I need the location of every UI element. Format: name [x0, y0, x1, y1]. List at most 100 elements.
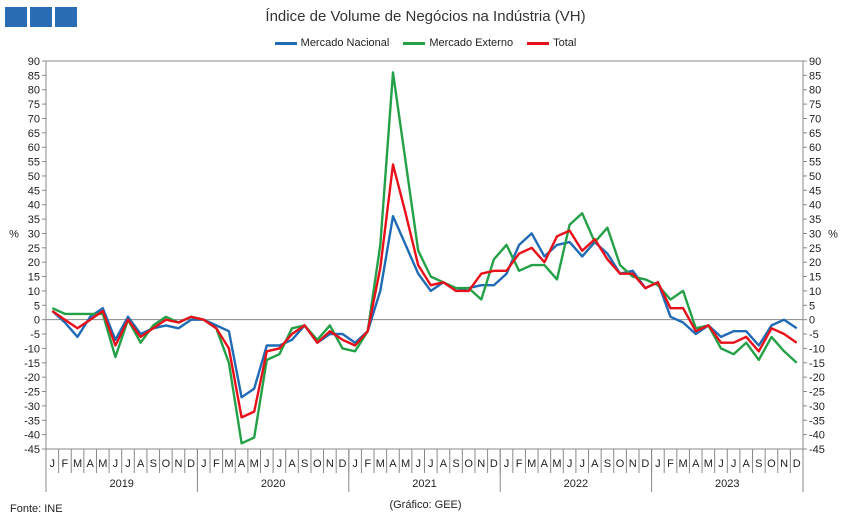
y-tick-label-left: 60 — [28, 142, 40, 154]
month-label: A — [692, 458, 700, 470]
legend-item-nacional: Mercado Nacional — [274, 37, 390, 49]
y-tick-label-right: -45 — [809, 444, 825, 456]
month-label: A — [86, 458, 94, 470]
legend-swatch-total — [527, 41, 550, 45]
chart-title: Índice de Volume de Negócios na Indústri… — [265, 8, 586, 25]
y-tick-label-left: -15 — [24, 358, 40, 370]
y-tick-label-right: -10 — [809, 343, 825, 355]
y-tick-label-right: 25 — [809, 243, 821, 255]
y-tick-label-right: 30 — [809, 228, 821, 240]
month-label: F — [364, 458, 371, 470]
y-tick-label-right: 5 — [809, 300, 815, 312]
y-tick-label-right: 85 — [809, 70, 821, 82]
month-label: J — [264, 458, 270, 470]
y-tick-label-right: 90 — [809, 56, 821, 68]
month-label: M — [376, 458, 385, 470]
y-tick-label-left: 25 — [28, 243, 40, 255]
month-label: M — [679, 458, 688, 470]
y-tick-label-left: -35 — [24, 415, 40, 427]
y-tick-label-right: 40 — [809, 200, 821, 212]
month-label: M — [527, 458, 536, 470]
month-label: A — [389, 458, 397, 470]
y-tick-label-left: -20 — [24, 372, 40, 384]
month-label: D — [641, 458, 649, 470]
y-tick-label-right: 20 — [809, 257, 821, 269]
month-label: O — [464, 458, 473, 470]
series-line-1 — [51, 214, 798, 399]
month-label: S — [755, 458, 762, 470]
month-label: S — [150, 458, 157, 470]
year-label: 2020 — [261, 478, 285, 490]
plot-area — [45, 60, 804, 450]
year-label: 2022 — [564, 478, 588, 490]
legend-label-externo: Mercado Externo — [429, 37, 514, 49]
y-tick-label-right: -5 — [809, 329, 819, 341]
month-label: A — [288, 458, 296, 470]
month-label: J — [731, 458, 737, 470]
month-label: M — [401, 458, 410, 470]
month-label: S — [301, 458, 308, 470]
year-label: 2019 — [109, 478, 133, 490]
y-tick-label-left: 40 — [28, 200, 40, 212]
month-label: D — [339, 458, 347, 470]
month-label: M — [224, 458, 233, 470]
month-label: A — [541, 458, 549, 470]
chart-legend: Mercado Nacional Mercado Externo Total — [0, 37, 851, 49]
month-label: J — [415, 458, 421, 470]
month-label: N — [174, 458, 182, 470]
legend-label-nacional: Mercado Nacional — [300, 37, 390, 49]
month-label: J — [428, 458, 434, 470]
month-label: J — [113, 458, 119, 470]
month-label: J — [579, 458, 585, 470]
y-tick-label-right: -15 — [809, 358, 825, 370]
y-tick-label-left: 30 — [28, 228, 40, 240]
y-tick-label-left: 0 — [34, 315, 40, 327]
y-tick-label-left: 80 — [28, 85, 40, 97]
year-label: 2023 — [715, 478, 739, 490]
y-tick-label-right: -30 — [809, 401, 825, 413]
month-label: J — [201, 458, 207, 470]
y-tick-label-right: 70 — [809, 113, 821, 125]
y-tick-label-right: 55 — [809, 157, 821, 169]
legend-swatch-externo — [403, 41, 426, 45]
month-label: N — [326, 458, 334, 470]
y-tick-label-right: -25 — [809, 387, 825, 399]
y-tick-label-left: -40 — [24, 430, 40, 442]
y-tick-label-left: 85 — [28, 70, 40, 82]
month-label: A — [743, 458, 751, 470]
y-tick-label-right: 0 — [809, 315, 815, 327]
series-line-2 — [51, 71, 798, 445]
month-label: A — [238, 458, 246, 470]
legend-item-externo: Mercado Externo — [403, 37, 513, 49]
y-tick-label-left: 90 — [28, 56, 40, 68]
y-tick-label-left: 35 — [28, 214, 40, 226]
month-label: O — [616, 458, 625, 470]
year-label: 2021 — [412, 478, 436, 490]
y-tick-label-left: -10 — [24, 343, 40, 355]
y-tick-label-right: 75 — [809, 99, 821, 111]
month-label: J — [718, 458, 724, 470]
y-tick-label-right: 50 — [809, 171, 821, 183]
legend-item-total: Total — [527, 37, 576, 49]
y-tick-label-left: 5 — [34, 300, 40, 312]
legend-swatch-nacional — [274, 41, 297, 45]
month-label: M — [250, 458, 259, 470]
month-label: A — [591, 458, 599, 470]
month-label: J — [567, 458, 573, 470]
month-label: O — [767, 458, 776, 470]
y-tick-label-right: 10 — [809, 286, 821, 298]
y-tick-label-left: 50 — [28, 171, 40, 183]
y-tick-label-left: 45 — [28, 185, 40, 197]
month-label: M — [98, 458, 107, 470]
month-label: A — [440, 458, 448, 470]
month-label: D — [187, 458, 195, 470]
month-label: J — [50, 458, 56, 470]
month-label: N — [477, 458, 485, 470]
y-tick-label-right: 45 — [809, 185, 821, 197]
legend-label-total: Total — [553, 37, 577, 49]
y-axis-label-left: % — [9, 228, 19, 240]
y-tick-label-left: 55 — [28, 157, 40, 169]
month-label: N — [780, 458, 788, 470]
month-label: N — [629, 458, 637, 470]
